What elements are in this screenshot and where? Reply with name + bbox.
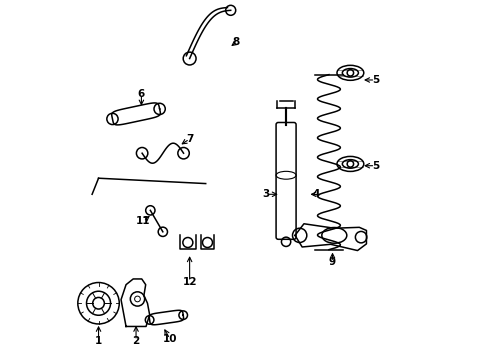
Text: 6: 6 <box>138 89 145 99</box>
Text: 10: 10 <box>163 334 177 344</box>
Text: 3: 3 <box>263 189 270 199</box>
Text: 7: 7 <box>186 134 194 144</box>
Text: 5: 5 <box>372 75 379 85</box>
Text: 12: 12 <box>182 277 197 287</box>
Text: 5: 5 <box>372 161 379 171</box>
Text: 4: 4 <box>313 189 320 199</box>
Text: 1: 1 <box>95 336 102 346</box>
Text: 8: 8 <box>232 37 240 48</box>
Text: 11: 11 <box>136 216 150 226</box>
Text: 9: 9 <box>329 257 336 267</box>
Text: 2: 2 <box>132 336 140 346</box>
